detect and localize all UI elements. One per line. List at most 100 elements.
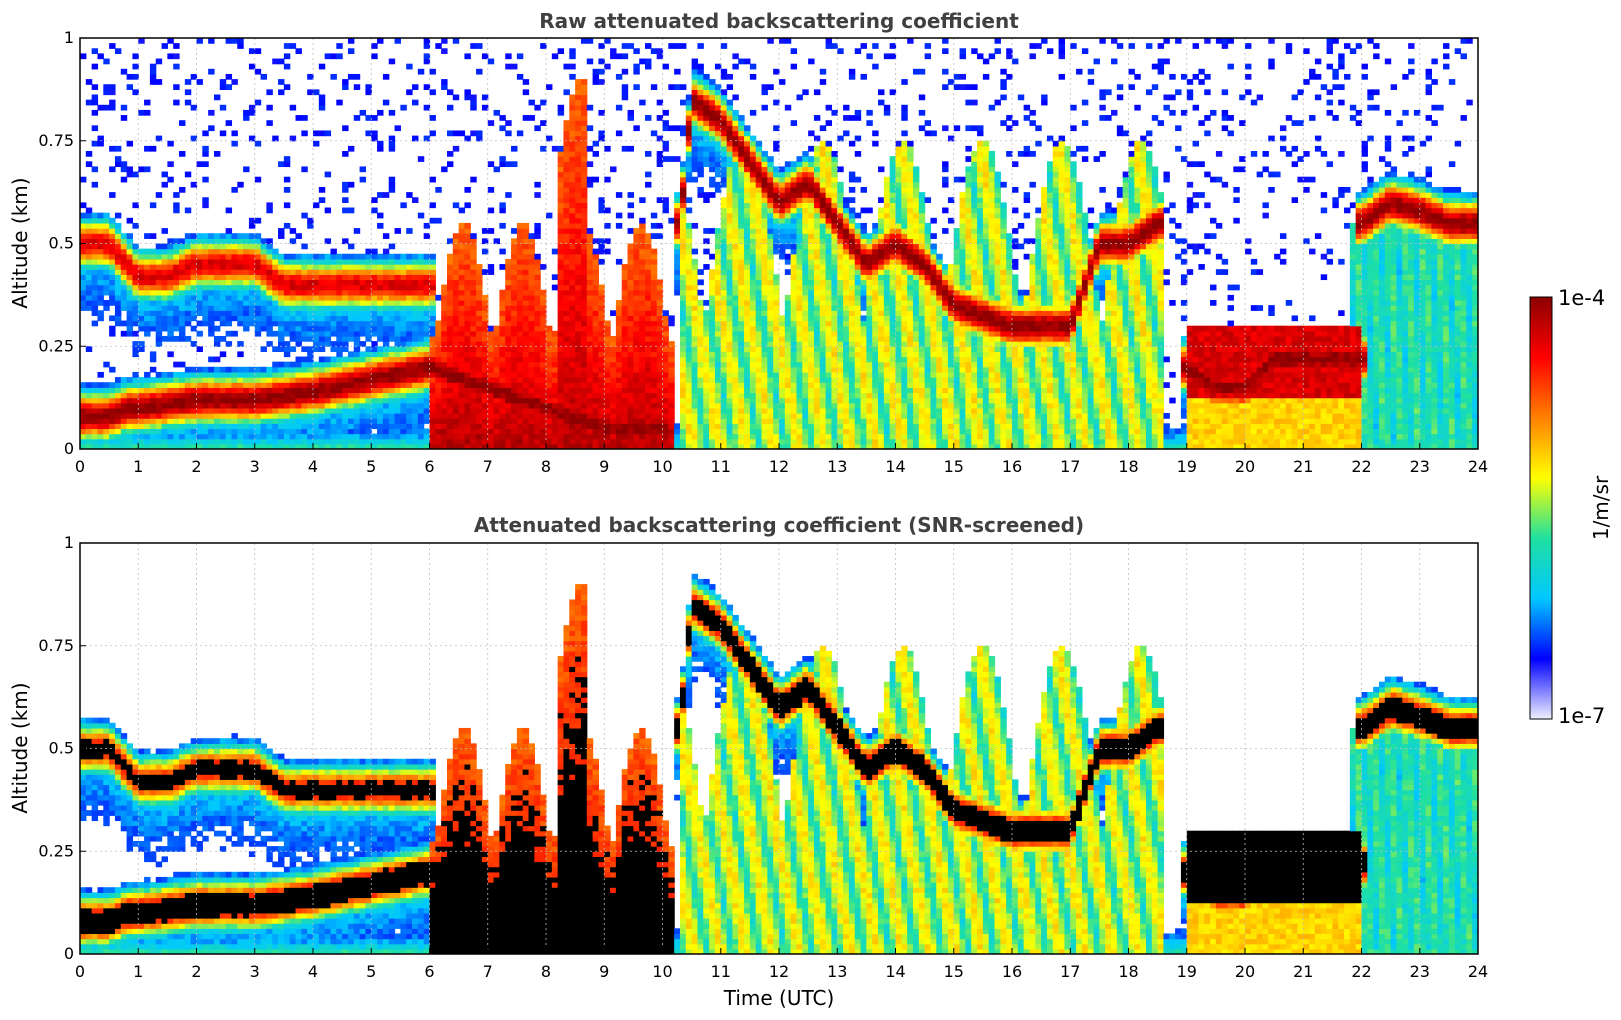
heatmap-cell	[243, 407, 250, 414]
heatmap-cell	[726, 84, 733, 90]
heatmap-cell	[656, 377, 664, 383]
heatmap-cell	[633, 300, 640, 306]
heatmap-cell	[132, 320, 139, 327]
heatmap-cell	[371, 289, 378, 296]
heatmap-cell	[441, 166, 448, 173]
heatmap-cell	[371, 320, 378, 327]
heatmap-cell	[674, 84, 681, 90]
heatmap-cell	[592, 305, 600, 311]
heatmap-cell	[423, 284, 431, 291]
heatmap-cell	[575, 197, 582, 203]
heatmap-cell	[155, 253, 163, 260]
heatmap-cell	[97, 212, 104, 219]
heatmap-cell	[138, 382, 145, 388]
heatmap-cell	[213, 433, 221, 440]
heatmap-cell	[114, 258, 122, 265]
heatmap-cell	[196, 300, 203, 306]
heatmap-cell	[505, 63, 512, 70]
heatmap-cell	[213, 289, 221, 296]
heatmap-cell	[202, 264, 209, 270]
heatmap-cell	[266, 330, 273, 337]
heatmap-cell	[144, 428, 151, 435]
heatmap-cell	[254, 402, 262, 409]
heatmap-cell	[505, 289, 512, 296]
heatmap-cell	[394, 413, 401, 419]
heatmap-cell	[324, 413, 332, 419]
heatmap-cell	[132, 315, 139, 322]
heatmap-cell	[446, 418, 454, 424]
heatmap-cell	[505, 413, 512, 419]
heatmap-cell	[598, 207, 605, 214]
heatmap-cell	[697, 428, 704, 435]
heatmap-cell	[347, 438, 355, 445]
heatmap-cell	[540, 320, 547, 327]
heatmap-cell	[243, 258, 250, 265]
heatmap-cell	[528, 330, 535, 337]
heatmap-cell	[575, 397, 582, 404]
heatmap-cell	[97, 264, 104, 270]
heatmap-cell	[155, 387, 163, 394]
heatmap-cell	[109, 284, 116, 291]
heatmap-cell	[109, 104, 116, 111]
heatmap-cell	[476, 418, 483, 424]
heatmap-cell	[557, 151, 565, 157]
heatmap-cell	[470, 300, 477, 306]
heatmap-cell	[615, 310, 623, 317]
heatmap-cell	[406, 284, 413, 291]
heatmap-cell	[511, 248, 518, 255]
heatmap-cell	[196, 279, 203, 286]
heatmap-cell	[85, 228, 93, 234]
heatmap-cell	[650, 346, 658, 352]
heatmap-cell	[446, 371, 454, 378]
heatmap-cell	[365, 397, 372, 404]
heatmap-cell	[522, 264, 530, 270]
heatmap-cell	[330, 361, 337, 368]
heatmap-cell	[126, 387, 134, 394]
heatmap-cell	[80, 428, 87, 435]
heatmap-cell	[580, 294, 588, 301]
heatmap-cell	[645, 366, 652, 373]
heatmap-cell	[528, 325, 535, 332]
heatmap-cell	[243, 166, 250, 173]
heatmap-cell	[685, 289, 693, 296]
heatmap-cell	[569, 279, 576, 286]
heatmap-cell	[295, 397, 302, 404]
heatmap-cell	[487, 382, 495, 388]
heatmap-cell	[441, 428, 448, 435]
heatmap-cell	[534, 346, 541, 352]
heatmap-cell	[580, 325, 588, 332]
heatmap-cell	[639, 264, 646, 270]
heatmap-cell	[126, 382, 134, 388]
heatmap-cell	[336, 428, 343, 435]
heatmap-cell	[551, 418, 559, 424]
heatmap-cell	[720, 99, 728, 106]
heatmap-cell	[569, 264, 576, 270]
heatmap-cell	[662, 433, 669, 440]
heatmap-cell	[580, 341, 588, 347]
heatmap-cell	[615, 320, 623, 327]
heatmap-cell	[318, 443, 326, 449]
heatmap-cell	[441, 346, 448, 352]
heatmap-cell	[97, 402, 104, 409]
heatmap-cell	[295, 305, 302, 311]
heatmap-cell	[674, 43, 681, 49]
heatmap-cell	[738, 443, 745, 449]
heatmap-cell	[679, 407, 687, 414]
heatmap-cell	[546, 377, 553, 383]
heatmap-cell	[97, 258, 104, 265]
heatmap-cell	[435, 325, 442, 332]
heatmap-cell	[342, 428, 349, 435]
heatmap-cell	[662, 197, 669, 203]
heatmap-cell	[610, 423, 617, 430]
heatmap-cell	[313, 382, 320, 388]
heatmap-cell	[103, 279, 110, 286]
heatmap-cell	[313, 443, 320, 449]
heatmap-cell	[511, 325, 518, 332]
heatmap-cell	[732, 443, 739, 449]
heatmap-cell	[307, 392, 314, 399]
heatmap-cell	[563, 341, 570, 347]
heatmap-cell	[580, 94, 588, 101]
heatmap-cell	[423, 382, 431, 388]
heatmap-cell	[592, 366, 600, 373]
heatmap-cell	[610, 418, 617, 424]
